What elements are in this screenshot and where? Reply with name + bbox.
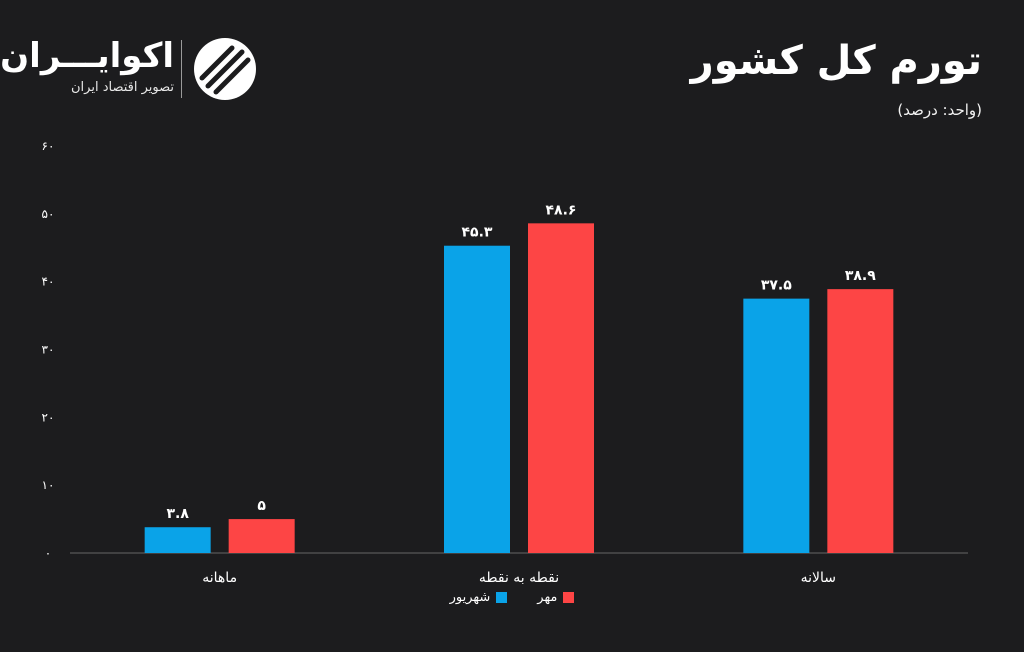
- brand-logo: اکوایـــران تصویر اقتصاد ایران: [0, 34, 270, 104]
- data-label: ۴۸.۶: [546, 202, 577, 218]
- data-label: ۳۷.۵: [761, 278, 792, 294]
- bar-mehr: [827, 289, 894, 553]
- data-label: ۳۸.۹: [845, 268, 876, 284]
- chart-title: تورم کل کشور: [690, 38, 982, 84]
- logo-mark-icon: [194, 38, 256, 100]
- bar-mehr: [228, 519, 295, 553]
- legend-swatch-shahrivar: [496, 592, 508, 603]
- data-label: ۴۵.۳: [462, 225, 493, 241]
- legend: مهر شهریور: [0, 590, 1024, 605]
- x-category-label: ماهانه: [202, 570, 237, 586]
- y-tick-label: ۴۰: [42, 275, 55, 289]
- logo-divider: [181, 40, 182, 98]
- legend-item-mehr: مهر: [537, 590, 575, 605]
- y-tick-label: ۵۰: [42, 207, 55, 221]
- bar-mehr: [528, 223, 594, 553]
- legend-swatch-mehr: [563, 592, 575, 603]
- y-tick-label: ۰: [45, 546, 51, 560]
- unit-label: (واحد: درصد): [897, 101, 982, 119]
- bar-shahrivar: [144, 527, 211, 553]
- logo-tagline: تصویر اقتصاد ایران: [71, 80, 174, 95]
- bar-shahrivar: [743, 298, 810, 553]
- legend-label-shahrivar: شهریور: [449, 590, 491, 605]
- y-tick-label: ۳۰: [42, 343, 55, 357]
- data-label: ۵: [257, 498, 266, 514]
- x-category-label: سالانه: [801, 570, 836, 586]
- legend-label-mehr: مهر: [537, 590, 558, 605]
- legend-item-shahrivar: شهریور: [450, 590, 508, 605]
- y-tick-label: ۱۰: [42, 478, 55, 492]
- x-category-label: نقطه به نقطه: [479, 570, 559, 586]
- y-tick-label: ۶۰: [42, 139, 55, 153]
- bar-shahrivar: [444, 245, 510, 553]
- logo-name: اکوایـــران: [0, 36, 174, 76]
- data-label: ۳.۸: [166, 506, 189, 522]
- y-tick-label: ۲۰: [42, 410, 55, 424]
